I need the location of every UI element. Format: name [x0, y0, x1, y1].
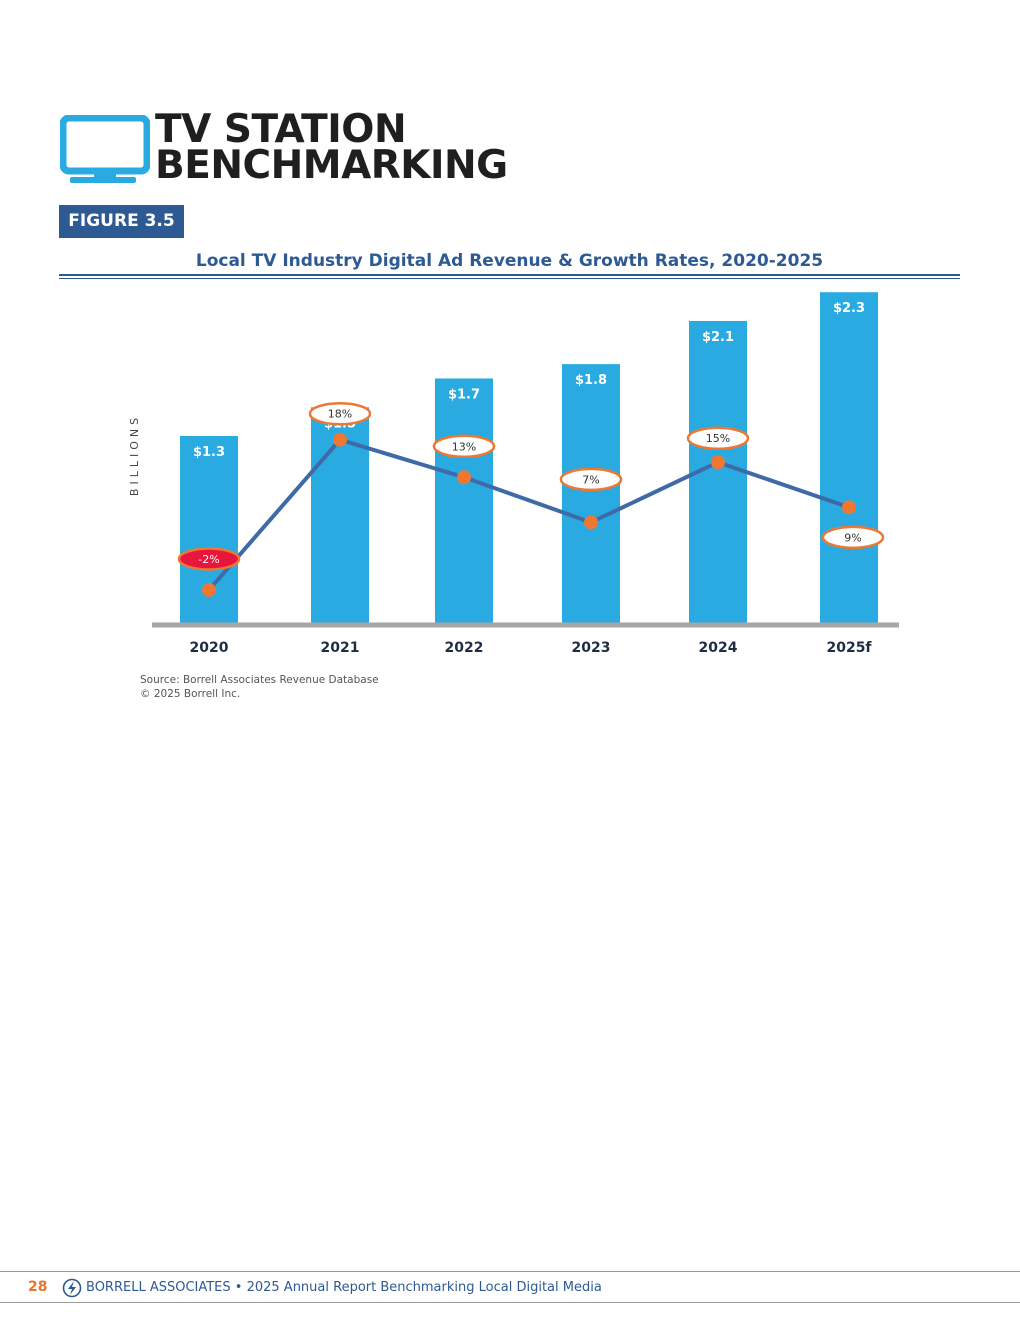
bar-value-label: $1.8 [575, 373, 607, 388]
bar-value-label: $1.3 [193, 445, 225, 460]
bar-value-label: $2.3 [833, 301, 865, 316]
y-axis-label: BILLIONS [128, 414, 141, 496]
growth-marker-2022 [457, 470, 471, 485]
growth-value-label: 7% [582, 473, 599, 486]
x-tick-label: 2023 [572, 640, 611, 656]
title-rule [59, 274, 960, 276]
growth-value-label: 15% [706, 432, 730, 445]
growth-label-bubble [177, 547, 241, 571]
growth-value-label: 13% [452, 440, 476, 453]
growth-label-bubble [432, 434, 496, 459]
growth-value-label: 18% [328, 408, 352, 421]
title-rule-thin [59, 278, 960, 279]
page-number: 28 [28, 1279, 48, 1295]
growth-label-bubble [821, 525, 885, 550]
borrell-logo-icon [62, 1278, 82, 1298]
figure-badge: FIGURE 3.5 [59, 205, 184, 238]
page-title: TV STATION BENCHMARKING [155, 107, 508, 188]
chart-title: Local TV Industry Digital Ad Revenue & G… [195, 251, 824, 271]
source-line: Source: Borrell Associates Revenue Datab… [140, 674, 379, 686]
growth-marker-2020 [202, 582, 216, 597]
bar-2022 [435, 378, 493, 623]
growth-value-label: -2% [198, 553, 219, 566]
footer-rule-bottom [0, 1302, 1020, 1303]
bar-value-label: $2.1 [702, 330, 734, 345]
growth-value-label: 9% [844, 531, 861, 544]
bar-2023 [562, 364, 620, 623]
growth-marker-2025f [842, 500, 856, 515]
x-tick-label: 2021 [321, 640, 360, 656]
footer-text: BORRELL ASSOCIATES • 2025 Annual Report … [86, 1280, 602, 1295]
x-tick-label: 2022 [445, 640, 484, 656]
page-title-line2: BENCHMARKING [155, 143, 508, 188]
growth-marker-2024 [711, 455, 725, 470]
growth-label-bubble [308, 401, 372, 426]
footer-rule-top [0, 1271, 1020, 1272]
growth-label-bubble [686, 426, 750, 450]
copyright-line: © 2025 Borrell Inc. [140, 688, 241, 700]
x-tick-label: 2020 [190, 640, 229, 656]
page-title-line1: TV STATION [155, 107, 407, 152]
x-tick-label: 2024 [699, 640, 738, 656]
bar-value-label: $1.7 [448, 387, 480, 402]
source-note: Source: Borrell Associates Revenue Datab… [140, 673, 379, 701]
growth-marker-2023 [584, 515, 598, 530]
tv-icon [60, 115, 150, 183]
bar-2025f [820, 292, 878, 623]
chart: BILLIONS $1.3$1.5$1.7$1.8$2.1$2.3 202020… [128, 292, 899, 656]
x-tick-label: 2025f [826, 640, 872, 656]
growth-label-bubble [559, 467, 623, 492]
growth-line [207, 437, 850, 592]
growth-marker-2021 [333, 432, 347, 447]
